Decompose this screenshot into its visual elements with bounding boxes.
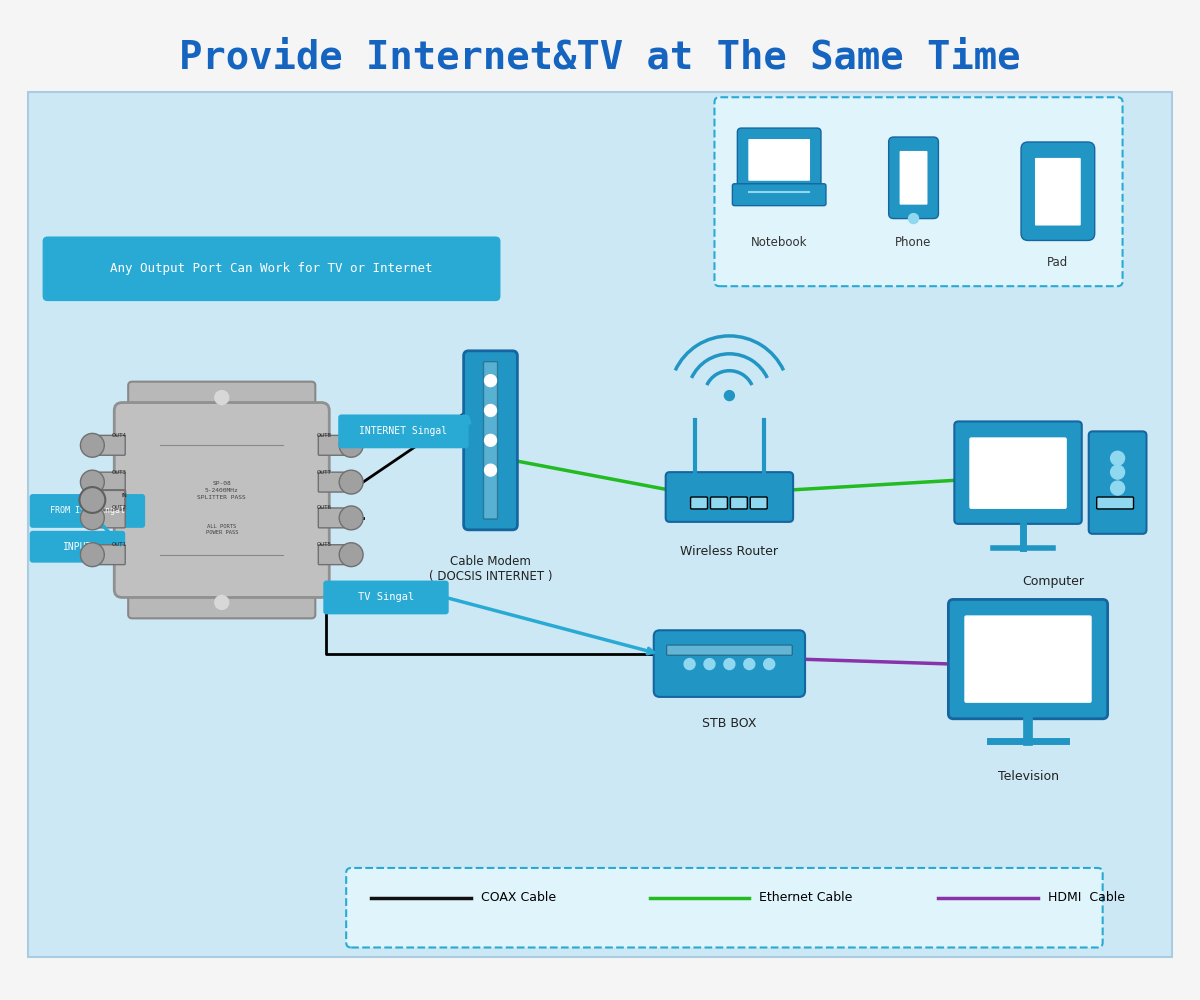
Circle shape xyxy=(80,433,104,457)
Text: Cable Modem
( DOCSIS INTERNET ): Cable Modem ( DOCSIS INTERNET ) xyxy=(428,555,552,583)
Text: SP-08
5-2400MHz
SPLITTER PASS: SP-08 5-2400MHz SPLITTER PASS xyxy=(197,481,246,500)
FancyBboxPatch shape xyxy=(965,615,1092,703)
FancyBboxPatch shape xyxy=(654,630,805,697)
FancyBboxPatch shape xyxy=(731,497,748,509)
Circle shape xyxy=(724,659,734,670)
FancyBboxPatch shape xyxy=(484,362,498,519)
FancyBboxPatch shape xyxy=(91,490,125,510)
Text: COAX Cable: COAX Cable xyxy=(480,891,556,904)
FancyBboxPatch shape xyxy=(318,545,352,565)
Circle shape xyxy=(340,506,364,530)
Circle shape xyxy=(485,405,497,416)
Circle shape xyxy=(79,487,106,513)
FancyBboxPatch shape xyxy=(667,645,792,655)
FancyBboxPatch shape xyxy=(114,403,329,597)
Text: Any Output Port Can Work for TV or Internet: Any Output Port Can Work for TV or Inter… xyxy=(110,262,433,275)
Text: OUT6: OUT6 xyxy=(317,505,331,510)
Text: Ethernet Cable: Ethernet Cable xyxy=(760,891,853,904)
FancyBboxPatch shape xyxy=(318,508,352,528)
Text: Computer: Computer xyxy=(1022,575,1084,588)
FancyBboxPatch shape xyxy=(948,599,1108,719)
Circle shape xyxy=(485,464,497,476)
Circle shape xyxy=(908,214,918,224)
Circle shape xyxy=(744,659,755,670)
Text: Phone: Phone xyxy=(895,236,931,249)
FancyBboxPatch shape xyxy=(323,581,449,614)
Text: Television: Television xyxy=(997,770,1058,783)
Text: Wireless Router: Wireless Router xyxy=(680,545,779,558)
Circle shape xyxy=(684,659,695,670)
Circle shape xyxy=(485,375,497,387)
FancyBboxPatch shape xyxy=(710,497,727,509)
FancyBboxPatch shape xyxy=(30,494,145,528)
FancyBboxPatch shape xyxy=(666,472,793,522)
FancyBboxPatch shape xyxy=(338,414,469,448)
Text: Notebook: Notebook xyxy=(751,236,808,249)
FancyBboxPatch shape xyxy=(318,435,352,455)
FancyBboxPatch shape xyxy=(954,421,1081,524)
FancyBboxPatch shape xyxy=(28,92,1172,957)
Text: OUT8: OUT8 xyxy=(317,433,331,438)
Circle shape xyxy=(1111,451,1124,465)
Circle shape xyxy=(80,543,104,567)
Text: OUT1: OUT1 xyxy=(112,542,127,547)
FancyBboxPatch shape xyxy=(970,437,1067,509)
Text: INPUT: INPUT xyxy=(62,542,92,552)
FancyBboxPatch shape xyxy=(346,868,1103,948)
Text: ALL PORTS
POWER PASS: ALL PORTS POWER PASS xyxy=(205,524,238,535)
Circle shape xyxy=(1111,465,1124,479)
FancyBboxPatch shape xyxy=(690,497,708,509)
Circle shape xyxy=(215,391,229,405)
Text: IN: IN xyxy=(121,493,127,498)
FancyBboxPatch shape xyxy=(91,508,125,528)
FancyBboxPatch shape xyxy=(128,586,316,618)
Text: OUT4: OUT4 xyxy=(112,433,127,438)
FancyBboxPatch shape xyxy=(318,472,352,492)
FancyBboxPatch shape xyxy=(732,184,826,206)
Text: OUT2: OUT2 xyxy=(112,505,127,510)
FancyBboxPatch shape xyxy=(128,382,316,414)
FancyBboxPatch shape xyxy=(737,128,821,191)
FancyBboxPatch shape xyxy=(91,545,125,565)
FancyBboxPatch shape xyxy=(714,97,1122,286)
Text: Provide Internet&TV at The Same Time: Provide Internet&TV at The Same Time xyxy=(179,38,1021,76)
Circle shape xyxy=(1111,481,1124,495)
Text: OUT7: OUT7 xyxy=(317,470,331,475)
Circle shape xyxy=(763,659,775,670)
Circle shape xyxy=(80,470,104,494)
FancyBboxPatch shape xyxy=(1088,431,1146,534)
Circle shape xyxy=(485,434,497,446)
Circle shape xyxy=(340,543,364,567)
Circle shape xyxy=(215,595,229,609)
Text: TV Singal: TV Singal xyxy=(358,592,414,602)
Text: Pad: Pad xyxy=(1048,256,1068,269)
FancyBboxPatch shape xyxy=(91,472,125,492)
Circle shape xyxy=(340,433,364,457)
Text: FROM ISP Singal: FROM ISP Singal xyxy=(50,506,125,515)
FancyBboxPatch shape xyxy=(463,351,517,530)
Circle shape xyxy=(704,659,715,670)
FancyBboxPatch shape xyxy=(900,151,928,205)
Circle shape xyxy=(725,391,734,401)
FancyBboxPatch shape xyxy=(42,236,500,301)
FancyBboxPatch shape xyxy=(30,531,125,563)
Circle shape xyxy=(80,506,104,530)
Text: OUT3: OUT3 xyxy=(112,470,127,475)
FancyBboxPatch shape xyxy=(1021,142,1094,240)
FancyBboxPatch shape xyxy=(1034,158,1081,226)
Text: INTERNET Singal: INTERNET Singal xyxy=(359,426,448,436)
FancyBboxPatch shape xyxy=(749,139,810,181)
FancyBboxPatch shape xyxy=(750,497,767,509)
FancyBboxPatch shape xyxy=(91,435,125,455)
FancyBboxPatch shape xyxy=(1097,497,1134,509)
Text: STB BOX: STB BOX xyxy=(702,717,757,730)
FancyBboxPatch shape xyxy=(889,137,938,219)
Text: HDMI  Cable: HDMI Cable xyxy=(1048,891,1124,904)
Text: OUT5: OUT5 xyxy=(317,542,331,547)
Circle shape xyxy=(340,470,364,494)
